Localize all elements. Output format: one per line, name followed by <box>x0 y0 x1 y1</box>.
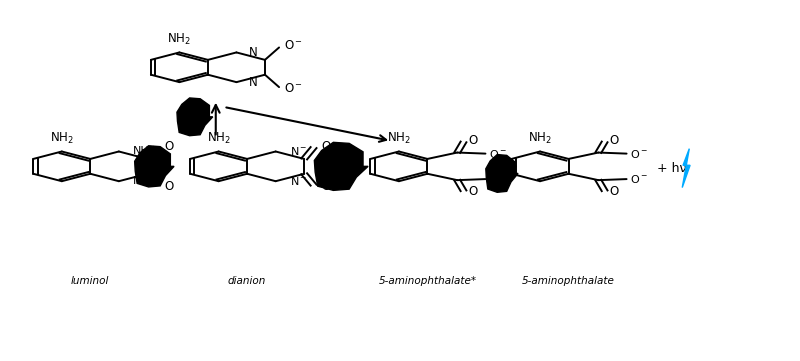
Text: O$^-$: O$^-$ <box>489 173 507 185</box>
Polygon shape <box>134 146 174 187</box>
Text: O$^-$: O$^-$ <box>630 148 648 160</box>
Text: O: O <box>610 185 618 198</box>
Text: O$^-$: O$^-$ <box>489 148 507 160</box>
Text: O: O <box>165 140 174 153</box>
Text: 5-aminophthalate: 5-aminophthalate <box>522 276 615 286</box>
Text: O$^-$: O$^-$ <box>284 39 302 52</box>
Text: O: O <box>468 185 478 198</box>
Text: NH$_2$: NH$_2$ <box>206 130 230 145</box>
Polygon shape <box>314 142 368 190</box>
Text: NH: NH <box>133 176 150 186</box>
Text: 5-aminophthalate*: 5-aminophthalate* <box>378 276 477 286</box>
Text: O: O <box>322 140 330 153</box>
Text: O: O <box>165 180 174 193</box>
Polygon shape <box>682 149 690 188</box>
Text: luminol: luminol <box>71 276 110 286</box>
Text: N: N <box>249 46 258 59</box>
Text: NH$_2$: NH$_2$ <box>387 130 411 145</box>
Text: O$^-$: O$^-$ <box>630 173 648 185</box>
Polygon shape <box>177 98 213 136</box>
Text: NH$_2$: NH$_2$ <box>167 31 191 47</box>
Polygon shape <box>486 155 518 192</box>
Text: N$^-$: N$^-$ <box>290 145 307 157</box>
Text: N$^-$: N$^-$ <box>290 175 307 187</box>
Text: O$^-$: O$^-$ <box>284 82 302 95</box>
Text: NH$_2$: NH$_2$ <box>50 130 74 145</box>
Text: dianion: dianion <box>228 276 266 286</box>
Text: + hν: + hν <box>657 162 686 175</box>
Text: O: O <box>322 180 330 193</box>
Text: NH: NH <box>133 147 150 156</box>
Text: O: O <box>610 134 618 147</box>
Text: N: N <box>249 76 258 89</box>
Text: O: O <box>468 134 478 147</box>
Text: NH$_2$: NH$_2$ <box>528 130 552 145</box>
